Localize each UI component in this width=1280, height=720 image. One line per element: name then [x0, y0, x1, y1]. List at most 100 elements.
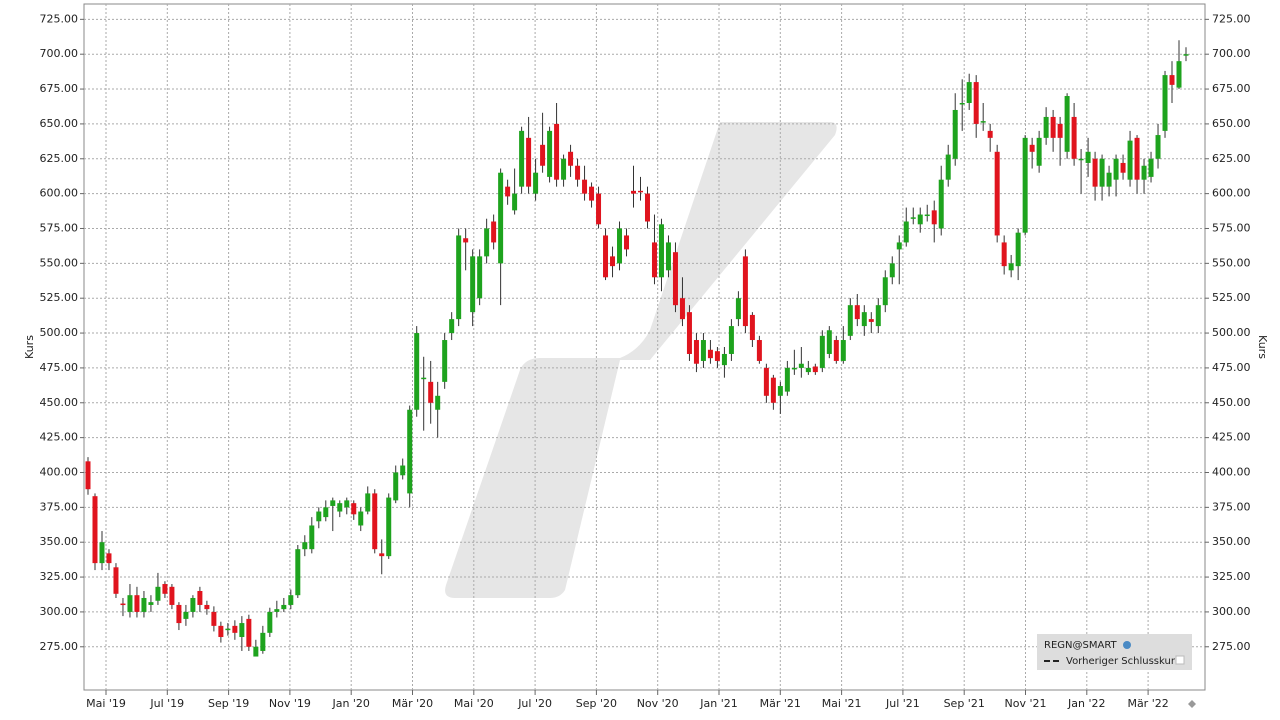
candle-body — [980, 121, 986, 123]
candle-body — [805, 367, 811, 373]
candle-body — [442, 340, 448, 382]
candle-body — [596, 193, 602, 225]
candle-body — [218, 625, 224, 638]
candle-body — [644, 193, 650, 222]
candle-body — [148, 602, 154, 605]
y-tick-label: 350.00 — [40, 535, 79, 548]
candle-body — [169, 586, 175, 605]
candle-body — [540, 144, 546, 166]
legend — [1037, 634, 1192, 670]
candle-body — [868, 319, 874, 322]
y2-tick-label: 625.00 — [1212, 152, 1251, 165]
candle-body — [1148, 158, 1154, 177]
x-tick-label: Sep '19 — [208, 697, 249, 710]
y-tick-label: 575.00 — [40, 221, 79, 234]
candle-body — [742, 256, 748, 327]
candle-body — [554, 123, 560, 180]
candle-body — [183, 611, 189, 619]
x-tick-label: Jan '20 — [331, 697, 369, 710]
candle-body — [1050, 116, 1056, 138]
candle-body — [973, 82, 979, 124]
candle-body — [414, 333, 420, 410]
candle-body — [260, 632, 266, 651]
y2-tick-label: 600.00 — [1212, 187, 1251, 200]
candle-body — [1120, 162, 1126, 173]
candle-body — [735, 298, 741, 320]
candle-body — [770, 377, 776, 403]
candle-body — [756, 340, 762, 361]
x-tick-label: Mär '20 — [392, 697, 433, 710]
x-tick-label: Jul '21 — [885, 697, 920, 710]
candle-body — [1071, 116, 1077, 159]
candle-body — [407, 409, 413, 494]
candle-body — [141, 597, 147, 612]
candle-body — [714, 351, 720, 361]
x-tick-label: Mär '21 — [760, 697, 801, 710]
y2-tick-label: 525.00 — [1212, 291, 1251, 304]
candle-body — [302, 542, 308, 550]
y2-tick-label: 275.00 — [1212, 640, 1251, 653]
y2-tick-label: 450.00 — [1212, 396, 1251, 409]
x-tick-label: Nov '21 — [1005, 697, 1047, 710]
y2-tick-label: 325.00 — [1212, 570, 1251, 583]
candle-body — [197, 591, 203, 605]
watermark — [445, 122, 837, 598]
candle-body — [155, 586, 161, 601]
candle-body — [99, 542, 105, 564]
candle-body — [365, 493, 371, 512]
candle-body — [120, 603, 126, 606]
y-tick-label: 400.00 — [40, 465, 79, 478]
legend-icon — [1123, 641, 1131, 649]
candle-body — [106, 553, 112, 564]
candle-body — [176, 604, 182, 624]
candle-body — [1162, 75, 1168, 131]
candle-body — [952, 109, 958, 159]
candle-body — [617, 228, 623, 264]
candle-body — [931, 210, 937, 225]
candle-body — [1064, 96, 1070, 152]
scroll-icon[interactable] — [1188, 700, 1196, 708]
candle-body — [526, 137, 532, 187]
y-tick-label: 300.00 — [40, 605, 79, 618]
candle-body — [889, 263, 895, 278]
candle-body — [386, 497, 392, 557]
candle-body — [470, 256, 476, 313]
x-tick-label: Nov '19 — [269, 697, 311, 710]
legend-checkbox[interactable] — [1175, 655, 1185, 665]
candle-body — [679, 298, 685, 320]
candle-body — [1155, 135, 1161, 159]
y2-tick-label: 700.00 — [1212, 47, 1251, 60]
candle-body — [1099, 158, 1105, 187]
y-tick-label: 475.00 — [40, 361, 79, 374]
candle-body — [861, 312, 867, 327]
candle-body — [665, 242, 671, 271]
candle-body — [847, 305, 853, 336]
candle-body — [519, 130, 525, 187]
y2-tick-label: 300.00 — [1212, 605, 1251, 618]
candle-body — [246, 618, 252, 647]
candle-body — [190, 597, 196, 612]
y2-tick-label: 425.00 — [1212, 431, 1251, 444]
candle-body — [337, 503, 343, 512]
candle-body — [1029, 144, 1035, 152]
candle-body — [938, 179, 944, 229]
x-tick-label: Nov '20 — [637, 697, 679, 710]
candle-body — [323, 507, 329, 518]
y2-tick-label: 400.00 — [1212, 465, 1251, 478]
x-tick-label: Mai '20 — [454, 697, 494, 710]
candle-body — [589, 186, 595, 201]
candle-body — [728, 326, 734, 354]
candle-body — [1015, 232, 1021, 267]
x-tick-label: Sep '20 — [576, 697, 617, 710]
y-tick-label: 450.00 — [40, 396, 79, 409]
y-tick-label: 675.00 — [40, 82, 79, 95]
candle-body — [582, 179, 588, 194]
y-tick-label: 525.00 — [40, 291, 79, 304]
x-tick-label: Sep '21 — [944, 697, 985, 710]
y-tick-label: 725.00 — [40, 12, 79, 25]
candle-body — [959, 102, 965, 105]
candle-body — [211, 611, 217, 626]
candle-body — [281, 604, 287, 610]
y-tick-label: 325.00 — [40, 570, 79, 583]
candle-body — [1169, 75, 1175, 85]
